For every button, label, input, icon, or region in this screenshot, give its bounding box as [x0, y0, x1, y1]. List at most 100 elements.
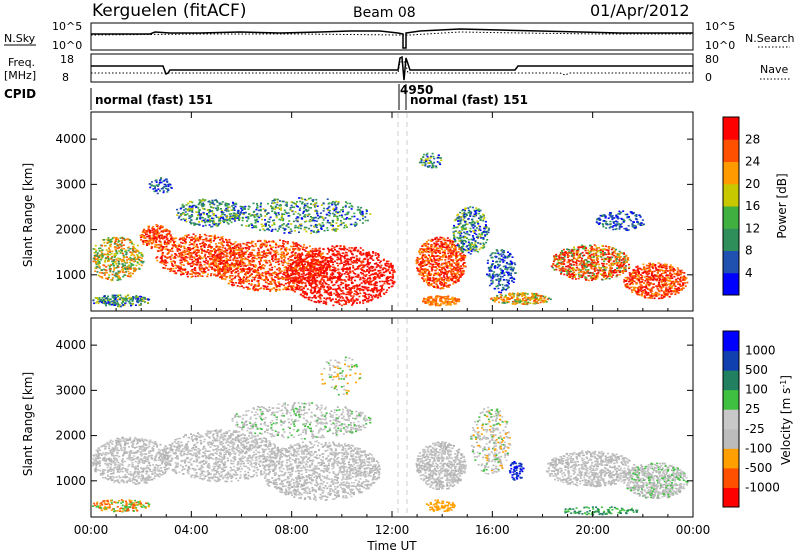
power-echo [247, 241, 250, 244]
power-echo [117, 257, 120, 260]
power-echo [164, 230, 167, 232]
power-echo [221, 201, 224, 203]
power-echo [314, 202, 317, 205]
power-echo [116, 274, 119, 276]
power-echo [153, 234, 156, 236]
power-echo [99, 271, 101, 274]
power-echo [113, 261, 115, 263]
power-echo [203, 269, 206, 271]
power-echo [180, 213, 183, 215]
power-echo [106, 241, 109, 244]
power-echo [172, 270, 175, 273]
power-echo [242, 276, 245, 279]
power-echo [98, 247, 100, 250]
power-echo [113, 236, 116, 239]
power-echo [112, 270, 115, 273]
power-echo [133, 267, 136, 269]
power-echo [182, 258, 185, 261]
power-echo [284, 274, 287, 277]
power-echo [288, 269, 291, 272]
power-echo [334, 249, 336, 251]
power-echo [152, 225, 155, 228]
power-echo [244, 253, 247, 255]
power-echo [430, 259, 433, 261]
power-echo [189, 216, 192, 219]
power-echo [132, 248, 134, 251]
power-echo [247, 286, 250, 289]
beam-title: Beam 08 [353, 5, 416, 21]
power-echo [100, 298, 103, 301]
power-echo [200, 252, 203, 254]
power-echo [370, 255, 373, 258]
power-echo [232, 269, 235, 272]
power-echo [195, 243, 198, 246]
power-echo [113, 269, 116, 271]
power-echo [179, 266, 182, 268]
power-echo [314, 270, 317, 272]
power-echo [126, 238, 129, 240]
power-echo [276, 230, 279, 232]
power-echo [274, 206, 277, 209]
power-echo [104, 299, 107, 301]
power-echo [134, 248, 137, 250]
power-echo [348, 274, 351, 277]
power-echo [369, 283, 372, 286]
power-echo [201, 207, 204, 210]
power-echo [159, 246, 162, 248]
power-echo [201, 202, 204, 205]
power-echo [372, 294, 375, 297]
power-echo [163, 240, 166, 242]
power-echo [284, 282, 287, 285]
power-echo [278, 272, 280, 275]
power-echo [366, 279, 369, 281]
power-echo [354, 221, 357, 224]
power-echo [101, 249, 104, 251]
power-echo [212, 262, 215, 265]
power-echo [213, 213, 215, 215]
power-echo [174, 264, 177, 267]
power-echo [99, 299, 102, 301]
power-echo [164, 260, 167, 262]
power-echo [127, 270, 130, 273]
power-echo [216, 225, 219, 227]
power-echo [361, 260, 364, 262]
power-echo [330, 291, 333, 294]
power-echo [428, 270, 431, 273]
power-echo [117, 262, 120, 265]
power-echo [346, 254, 348, 256]
power-echo [327, 209, 330, 211]
power-echo [136, 244, 139, 247]
power-echo [187, 207, 190, 210]
power-echo [328, 251, 330, 253]
power-echo [291, 262, 294, 264]
power-echo [305, 226, 308, 229]
power-echo [115, 243, 118, 245]
power-echo [141, 255, 144, 257]
power-echo [354, 225, 357, 227]
power-echo [104, 277, 107, 280]
power-echo [313, 268, 316, 270]
power-echo [109, 301, 112, 303]
power-echo [292, 245, 295, 248]
power-echo [181, 273, 184, 275]
power-echo [193, 204, 195, 207]
power-echo [156, 256, 159, 258]
power-echo [425, 279, 428, 282]
power-echo [326, 272, 328, 274]
power-echo [330, 273, 332, 276]
power-echo [296, 201, 298, 203]
power-echo [239, 282, 242, 285]
power-echo [159, 238, 161, 240]
power-echo [303, 258, 305, 261]
power-echo [207, 216, 210, 219]
power-echo [148, 235, 151, 237]
power-echo [218, 251, 221, 253]
power-echo [184, 258, 187, 260]
power-echo [325, 283, 328, 285]
power-echo [246, 250, 249, 252]
power-echo [359, 276, 362, 279]
power-echo [261, 242, 264, 245]
power-echo [245, 286, 248, 288]
power-echo [155, 184, 158, 186]
power-echo [378, 261, 381, 264]
